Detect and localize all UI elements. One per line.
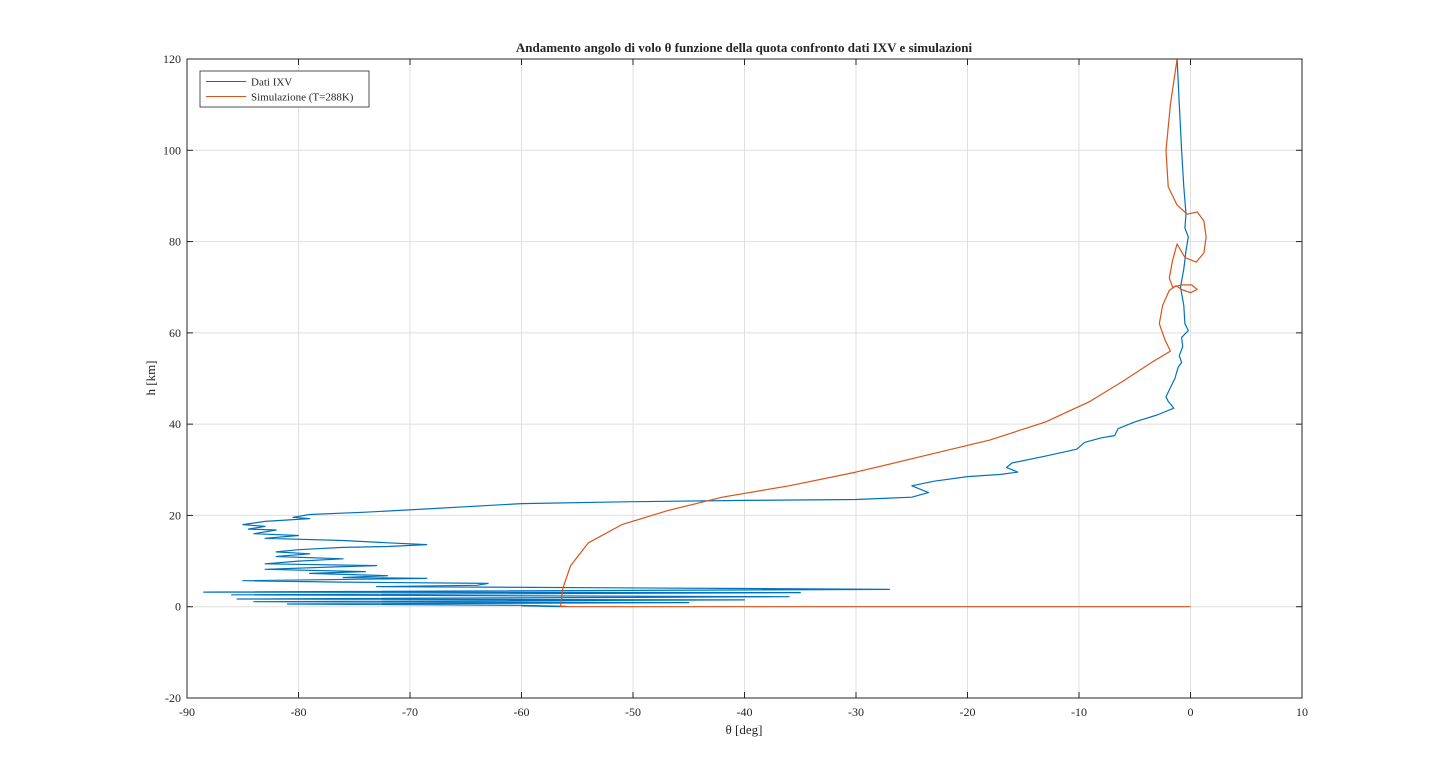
legend: Dati IXV Simulazione (T=288K)	[199, 70, 370, 108]
x-tick-labels: -90 -80 -70 -60 -50 -40 -30 -20 -10 0 10	[179, 705, 1308, 719]
y-tick-label: 120	[163, 52, 181, 66]
data-series	[203, 58, 1207, 608]
x-tick-label: -30	[848, 705, 864, 719]
x-axis-label: θ [deg]	[726, 722, 763, 737]
legend-label-dati-ixv: Dati IXV	[251, 77, 292, 89]
x-tick-label: 0	[1188, 705, 1194, 719]
y-tick-label: 0	[175, 600, 181, 614]
y-axis-label: h [km]	[143, 360, 158, 395]
x-tick-label: -20	[960, 705, 976, 719]
tick-marks	[186, 58, 1303, 699]
x-tick-label: -80	[291, 705, 307, 719]
x-tick-label: -60	[514, 705, 530, 719]
x-tick-label: -70	[402, 705, 418, 719]
y-tick-label: 60	[169, 326, 181, 340]
y-tick-labels: -20 0 20 40 60 80 100 120	[163, 52, 181, 705]
y-tick-label: 40	[169, 417, 181, 431]
x-tick-label: -50	[625, 705, 641, 719]
series-line-0	[203, 58, 1189, 608]
y-tick-label: 100	[163, 143, 181, 157]
x-tick-label: 10	[1296, 705, 1308, 719]
grid-lines	[187, 59, 1302, 698]
legend-box	[199, 70, 370, 108]
x-tick-label: -40	[737, 705, 753, 719]
y-tick-label: -20	[165, 691, 181, 705]
series-line-1	[559, 58, 1207, 608]
y-tick-label: 20	[169, 508, 181, 522]
y-tick-label: 80	[169, 235, 181, 249]
x-tick-label: -10	[1071, 705, 1087, 719]
x-tick-label: -90	[179, 705, 195, 719]
chart-title: Andamento angolo di volo θ funzione dell…	[516, 40, 973, 55]
legend-label-simulazione: Simulazione (T=288K)	[251, 92, 354, 104]
